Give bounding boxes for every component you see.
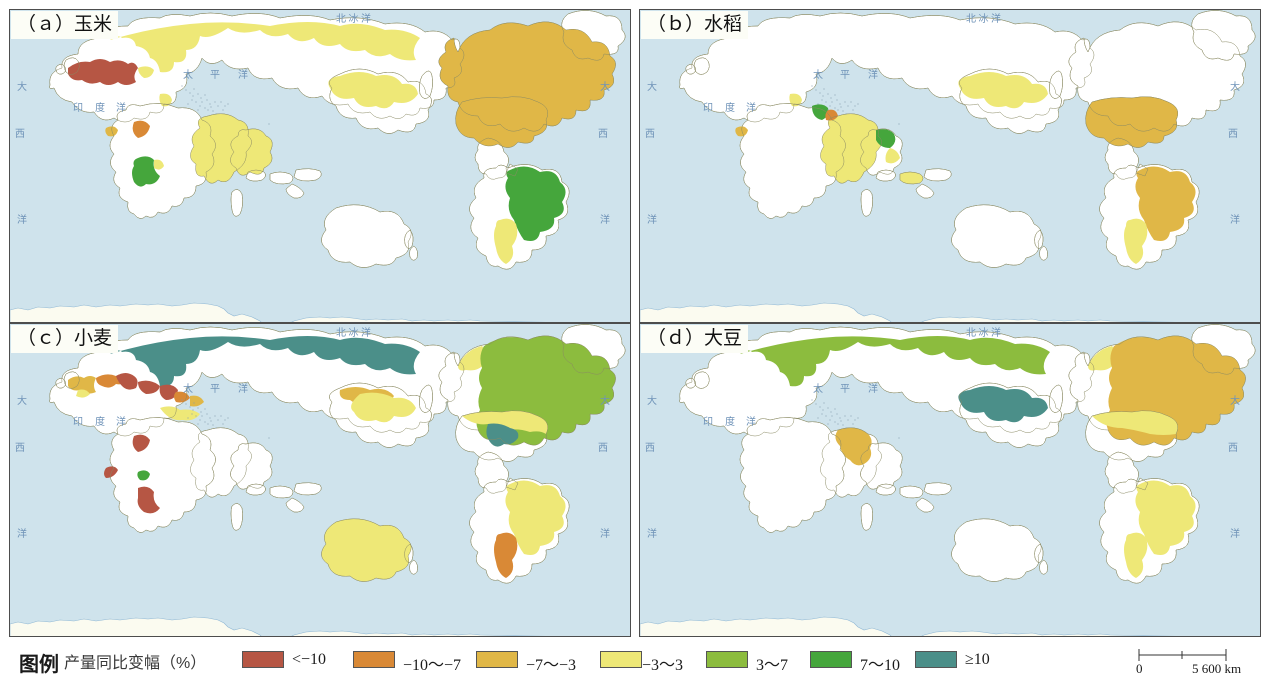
svg-text:0: 0 — [1136, 661, 1143, 675]
svg-text:5 600 km: 5 600 km — [1192, 661, 1241, 675]
